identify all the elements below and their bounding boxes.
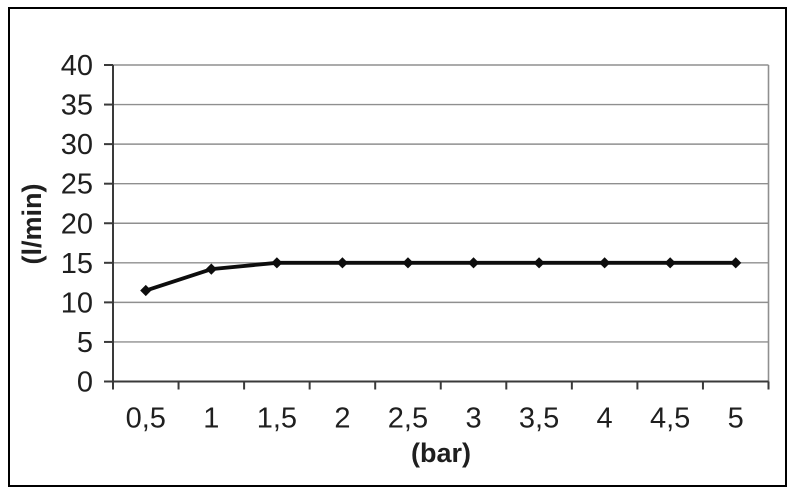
x-axis-title: (bar) (411, 438, 471, 468)
data-point-marker (730, 257, 742, 269)
x-tick-label: 5 (728, 403, 744, 435)
y-tick-label: 35 (61, 90, 93, 122)
series-line (143, 260, 738, 293)
y-tick-label: 15 (61, 248, 93, 280)
data-point-marker (599, 257, 611, 269)
y-tick-label: 10 (61, 287, 93, 319)
gridlines-layer (113, 64, 770, 382)
y-tick-label: 25 (61, 169, 93, 201)
x-tick-label: 3,5 (519, 403, 559, 435)
axes-layer (104, 64, 770, 390)
data-point-marker (402, 257, 414, 269)
data-point-marker (205, 263, 217, 275)
y-tick-label: 5 (77, 327, 93, 359)
x-tick-label: 4 (597, 403, 613, 435)
y-axis-title: (l/min) (17, 184, 47, 265)
data-point-marker (271, 257, 283, 269)
x-tick-label: 2,5 (388, 403, 428, 435)
x-tick-label: 2 (334, 403, 350, 435)
data-point-marker (664, 257, 676, 269)
x-tick-label: 1,5 (257, 403, 297, 435)
y-tick-label: 30 (61, 129, 93, 161)
x-tick-label: 4,5 (650, 403, 690, 435)
y-tick-label: 20 (61, 208, 93, 240)
tick-labels-layer: 0 5 10 15 20 25 30 35 40 0,5 1 1,5 2 2,5 3 3,5 4 4,5 5 (61, 50, 744, 435)
data-point-marker (336, 257, 349, 269)
data-point-marker (140, 284, 152, 297)
y-tick-label: 40 (61, 50, 93, 82)
data-series-layer (140, 257, 742, 297)
y-tick-label: 0 (77, 367, 93, 399)
figure-border (8, 7, 787, 487)
data-point-marker (467, 257, 480, 269)
data-point-marker (533, 257, 545, 269)
x-tick-label: 0,5 (126, 403, 166, 435)
x-tick-label: 1 (203, 403, 219, 435)
x-tick-label: 3 (465, 403, 481, 435)
